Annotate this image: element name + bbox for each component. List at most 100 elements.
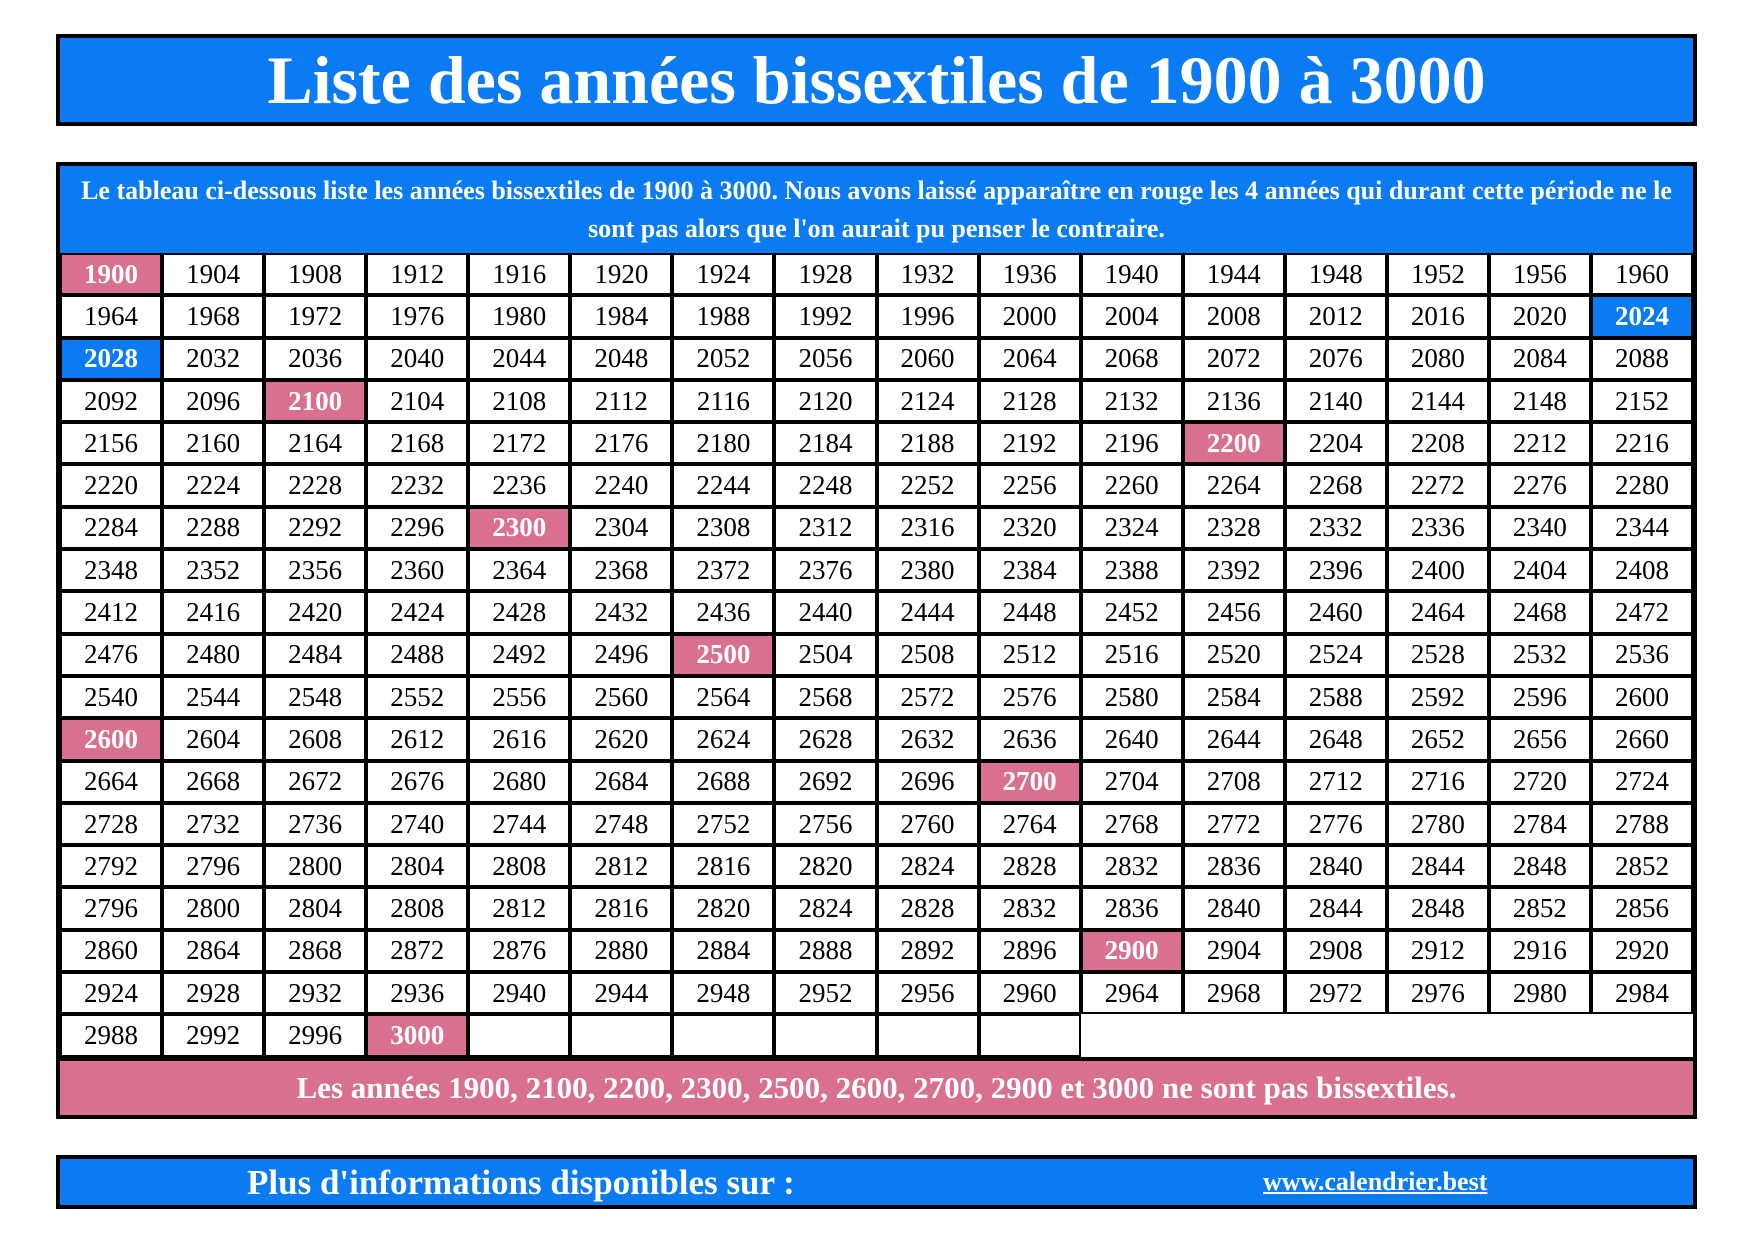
empty-space [1488, 1014, 1591, 1057]
year-cell: 2680 [468, 760, 571, 803]
year-cell: 2692 [774, 760, 877, 803]
year-cell: 2244 [672, 464, 775, 507]
year-cell: 2872 [366, 929, 469, 973]
year-cell: 2756 [774, 802, 877, 846]
year-cell: 2472 [1590, 591, 1693, 634]
year-cell: 2952 [774, 972, 877, 1015]
year-cell: 2772 [1182, 802, 1285, 846]
year-cell: 2116 [672, 379, 775, 423]
empty-cell [876, 1014, 979, 1057]
year-cell: 1920 [570, 253, 673, 296]
year-cell: 2476 [60, 633, 163, 676]
year-cell: 2628 [774, 718, 877, 761]
year-cell: 2536 [1590, 633, 1693, 676]
year-cell: 2348 [60, 549, 163, 592]
website-link[interactable]: www.calendrier.best [1263, 1167, 1488, 1196]
year-cell: 1976 [366, 295, 469, 338]
year-cell: 2808 [468, 845, 571, 888]
year-cell: 2140 [1284, 379, 1387, 423]
year-cell: 1940 [1080, 253, 1183, 296]
year-cell: 2908 [1284, 929, 1387, 973]
year-cell: 2188 [876, 422, 979, 465]
year-cell: 2408 [1590, 549, 1693, 592]
year-cell: 2684 [570, 760, 673, 803]
empty-space [1182, 1014, 1285, 1057]
year-cell: 1984 [570, 295, 673, 338]
year-cell: 2816 [672, 845, 775, 888]
year-cell: 2688 [672, 760, 775, 803]
year-cell: 2240 [570, 464, 673, 507]
year-cell: 2156 [60, 422, 163, 465]
year-cell: 2592 [1386, 675, 1489, 719]
year-cell: 2812 [570, 845, 673, 888]
year-cell: 2728 [60, 802, 163, 846]
empty-cell [570, 1014, 673, 1057]
year-cell: 2776 [1284, 802, 1387, 846]
year-cell: 2848 [1488, 845, 1591, 888]
year-cell: 2440 [774, 591, 877, 634]
year-cell: 2484 [264, 633, 367, 676]
year-cell: 2828 [978, 845, 1081, 888]
empty-space [1590, 1014, 1693, 1057]
year-cell: 2352 [162, 549, 265, 592]
empty-space [1284, 1014, 1387, 1057]
year-cell: 2796 [162, 845, 265, 888]
year-cell: 2264 [1182, 464, 1285, 507]
year-cell: 2676 [366, 760, 469, 803]
year-cell: 2852 [1488, 887, 1591, 930]
year-cell: 2836 [1080, 887, 1183, 930]
year-cell: 2496 [570, 633, 673, 676]
year-cell: 2460 [1284, 591, 1387, 634]
year-cell: 2804 [264, 887, 367, 930]
year-cell: 2860 [60, 929, 163, 973]
year-cell: 2468 [1488, 591, 1591, 634]
year-cell: 2176 [570, 422, 673, 465]
year-cell: 2412 [60, 591, 163, 634]
year-cell: 2132 [1080, 379, 1183, 423]
year-cell: 2456 [1182, 591, 1285, 634]
year-cell: 2192 [978, 422, 1081, 465]
year-cell: 2532 [1488, 633, 1591, 676]
year-cell: 2944 [570, 972, 673, 1015]
year-cell: 2560 [570, 675, 673, 719]
year-cell: 2888 [774, 929, 877, 973]
year-cell: 2916 [1488, 929, 1591, 973]
year-cell: 2040 [366, 337, 469, 380]
year-cell: 2252 [876, 464, 979, 507]
year-cell: 2744 [468, 802, 571, 846]
year-cell: 2824 [774, 887, 877, 930]
year-cell: 1956 [1488, 253, 1591, 296]
year-cell: 2604 [162, 718, 265, 761]
year-cell: 2104 [366, 379, 469, 423]
year-cell: 2184 [774, 422, 877, 465]
year-cell: 1944 [1182, 253, 1285, 296]
year-cell: 2144 [1386, 379, 1489, 423]
year-cell: 1996 [876, 295, 979, 338]
year-cell: 2072 [1182, 337, 1285, 380]
year-cell: 2568 [774, 675, 877, 719]
year-cell: 2844 [1386, 845, 1489, 888]
year-cell: 2420 [264, 591, 367, 634]
year-cell: 2236 [468, 464, 571, 507]
year-cell: 2520 [1182, 633, 1285, 676]
year-cell: 2324 [1080, 506, 1183, 550]
year-cell: 2996 [264, 1014, 367, 1057]
year-cell: 2500 [672, 633, 775, 676]
year-cell: 2524 [1284, 633, 1387, 676]
year-cell: 2852 [1590, 845, 1693, 888]
year-cell: 2152 [1590, 379, 1693, 423]
year-cell: 2356 [264, 549, 367, 592]
year-cell: 2124 [876, 379, 979, 423]
year-cell: 2936 [366, 972, 469, 1015]
year-cell: 2220 [60, 464, 163, 507]
year-cell: 2900 [1080, 929, 1183, 973]
year-cell: 2896 [978, 929, 1081, 973]
year-cell: 2340 [1488, 506, 1591, 550]
year-cell: 2224 [162, 464, 265, 507]
year-cell: 2920 [1590, 929, 1693, 973]
year-cell: 1968 [162, 295, 265, 338]
year-cell: 1952 [1386, 253, 1489, 296]
empty-space [1080, 1014, 1183, 1057]
year-cell: 2548 [264, 675, 367, 719]
year-cell: 2976 [1386, 972, 1489, 1015]
